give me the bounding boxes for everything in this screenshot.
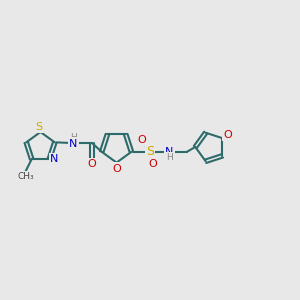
Text: O: O — [88, 159, 96, 169]
Text: N: N — [165, 147, 174, 157]
Text: N: N — [50, 154, 58, 164]
Text: O: O — [224, 130, 232, 140]
Text: O: O — [148, 159, 157, 170]
Text: N: N — [69, 139, 78, 148]
Text: O: O — [112, 164, 121, 174]
Text: S: S — [35, 122, 43, 132]
Text: H: H — [166, 153, 173, 162]
Text: H: H — [70, 134, 77, 142]
Text: S: S — [146, 145, 154, 158]
Text: CH₃: CH₃ — [17, 172, 34, 181]
Text: O: O — [137, 135, 146, 145]
